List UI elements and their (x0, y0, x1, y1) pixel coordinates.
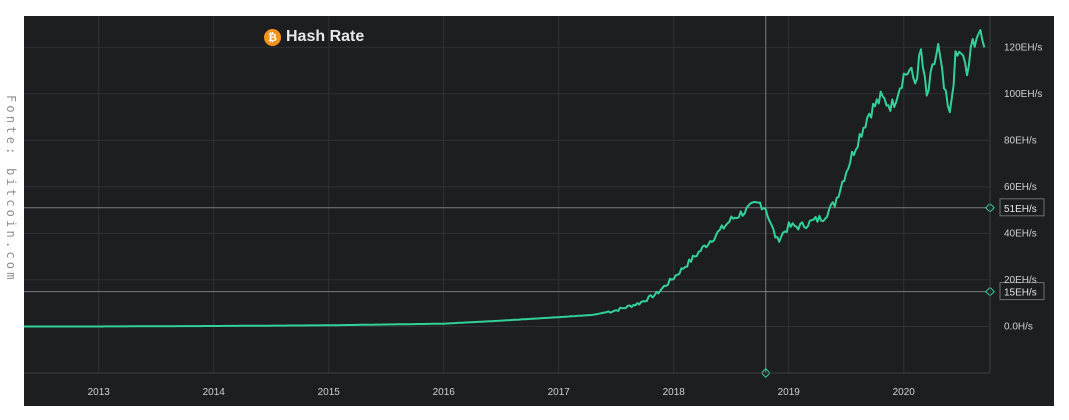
y-tick-label: 40EH/s (1004, 228, 1037, 239)
y-tick-label: 20EH/s (1004, 275, 1037, 286)
x-tick-label: 2019 (778, 387, 801, 398)
x-tick-label: 2015 (318, 387, 341, 398)
marker-label-box (999, 282, 1045, 301)
marker-label: 15EH/s (1004, 288, 1037, 299)
x-tick-label: 2017 (548, 387, 571, 398)
axes: 2013 2014 2015 2016 2017 2018 2019 2020 0.0H/s 20… (24, 16, 1042, 398)
crosshair-handle (760, 368, 771, 378)
x-tick-label: 2020 (893, 387, 916, 398)
chart-panel: 51EH/s 15EH/s 2013 2014 2015 2016 2017 2018 201… (24, 16, 1054, 406)
chart-title: Hash Rate (286, 28, 365, 45)
bitcoin-icon: ₿ (264, 28, 281, 46)
hash-rate-line (24, 29, 986, 328)
x-tick-label: 2013 (88, 387, 111, 398)
marker-label-box (999, 198, 1045, 217)
x-tick-label: 2018 (663, 387, 686, 398)
x-tick-label: 2016 (433, 387, 456, 398)
value-markers: 51EH/s 15EH/s (24, 16, 1045, 378)
source-credit: Fonte: bitcoin.com (4, 95, 18, 283)
series-layer (24, 29, 986, 328)
chart-title-group: ₿ Hash Rate (264, 28, 364, 46)
marker-label: 51EH/s (1004, 204, 1037, 215)
grid (24, 16, 990, 373)
y-tick-label: 0.0H/s (1004, 321, 1033, 332)
y-tick-label: 120EH/s (1004, 42, 1042, 53)
y-tick-label: 100EH/s (1004, 89, 1042, 100)
x-tick-label: 2014 (203, 387, 226, 398)
y-tick-label: 80EH/s (1004, 135, 1037, 146)
y-tick-label: 60EH/s (1004, 182, 1037, 193)
